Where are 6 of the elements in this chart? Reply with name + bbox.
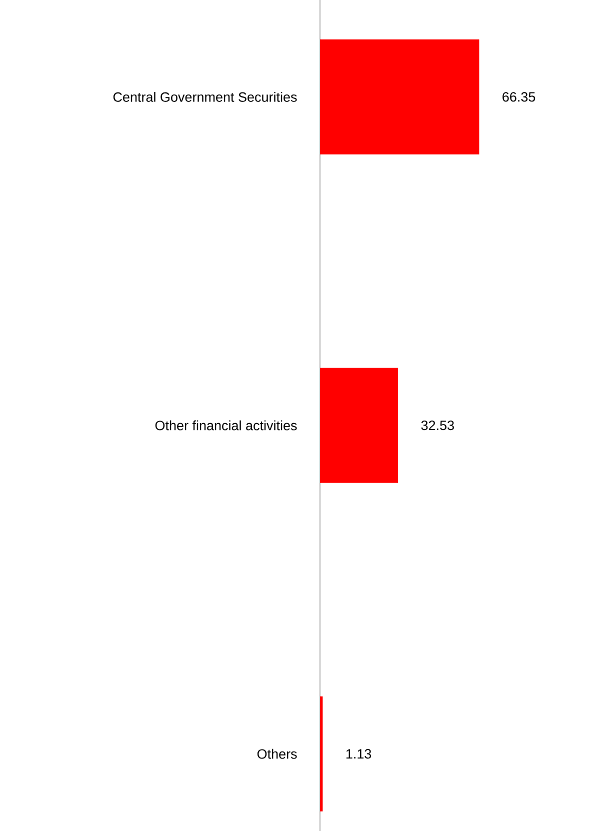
data-label: 32.53 — [421, 420, 454, 430]
y-tick-label: Others — [257, 748, 297, 759]
data-label: 1.13 — [346, 749, 372, 759]
data-label: 66.35 — [502, 92, 536, 102]
y-tick-label: Other financial activities — [155, 420, 297, 430]
y-tick-label: Central Government Securities — [113, 92, 297, 102]
